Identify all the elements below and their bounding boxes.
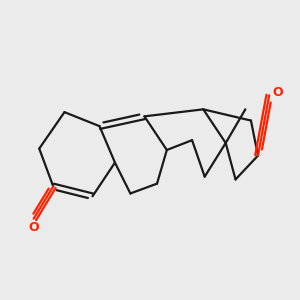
Text: O: O [28, 220, 39, 234]
Text: O: O [272, 86, 283, 99]
